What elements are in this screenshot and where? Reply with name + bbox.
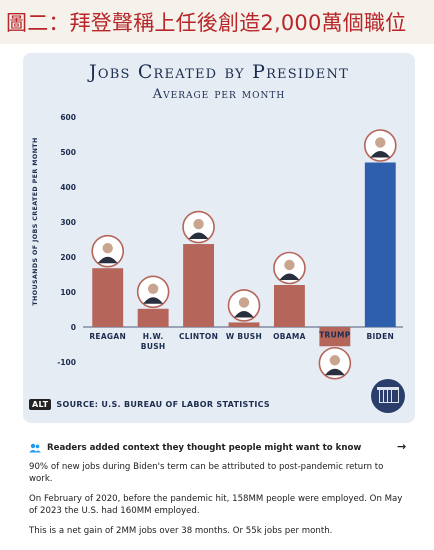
y-axis-label: THOUSANDS OF JOBS CREATED PER MONTH <box>32 137 39 305</box>
x-tick-label: TRUMP <box>319 330 351 339</box>
note-heading[interactable]: Readers added context they thought peopl… <box>29 440 409 454</box>
y-tick-label: 0 <box>71 323 76 332</box>
president-portrait-icon <box>363 129 397 162</box>
bar <box>364 162 396 327</box>
chart-subtitle: Average per month <box>152 87 286 102</box>
note-paragraph: This is a net gain of 2MM jobs over 38 m… <box>29 526 333 536</box>
x-tick-label: REAGAN <box>89 332 126 341</box>
bar <box>92 268 124 327</box>
bar <box>273 285 305 327</box>
source-text: SOURCE: U.S. BUREAU OF LABOR STATISTICS <box>56 400 270 409</box>
white-house-seal-icon <box>371 379 405 413</box>
bar <box>228 322 260 327</box>
alt-badge[interactable]: ALT <box>29 399 52 410</box>
y-tick-label: 600 <box>60 113 76 122</box>
chart-card: Jobs Created by President Average per mo… <box>23 53 415 423</box>
president-portrait-icon <box>182 210 215 244</box>
president-portrait-icon <box>318 346 352 380</box>
note-heading-text: Readers added context they thought peopl… <box>47 443 362 453</box>
y-tick-label: 500 <box>60 148 76 157</box>
y-tick-label: 200 <box>60 253 76 262</box>
y-tick-label: -100 <box>57 358 76 367</box>
community-note: Readers added context they thought peopl… <box>29 440 409 537</box>
arrow-right-icon[interactable]: → <box>397 440 407 453</box>
note-paragraph: 90% of new jobs during Biden's term can … <box>29 462 384 484</box>
bar <box>183 244 215 327</box>
x-tick-label: BIDEN <box>366 332 394 341</box>
president-portrait-icon <box>91 234 125 268</box>
x-tick-label: W BUSH <box>226 332 262 341</box>
bar-chart: THOUSANDS OF JOBS CREATED PER MONTH -100 0… <box>32 113 403 380</box>
president-portrait-icon <box>136 275 170 309</box>
y-tick-label: 400 <box>60 183 76 192</box>
y-tick-label: 300 <box>60 218 76 227</box>
x-tick-label: OBAMA <box>273 332 306 341</box>
note-paragraph: On February of 2020, before the pandemic… <box>29 494 403 516</box>
president-portrait-icon <box>227 289 261 322</box>
x-tick-label: H.W. <box>143 332 164 341</box>
x-tick-label: CLINTON <box>179 332 218 341</box>
president-portrait-icon <box>273 251 306 285</box>
caption-bar: 圖二：拜登聲稱上任後創造2,000萬個職位 <box>0 0 434 44</box>
bar <box>319 327 351 347</box>
bar <box>137 308 169 327</box>
y-tick-label: 100 <box>60 288 76 297</box>
people-icon <box>29 443 41 453</box>
figure-caption: 圖二：拜登聲稱上任後創造2,000萬個職位 <box>6 11 407 35</box>
chart-title: Jobs Created by President <box>89 61 349 83</box>
x-tick-label: BUSH <box>141 342 166 351</box>
chart-source: ALT SOURCE: U.S. BUREAU OF LABOR STATIST… <box>29 399 270 410</box>
